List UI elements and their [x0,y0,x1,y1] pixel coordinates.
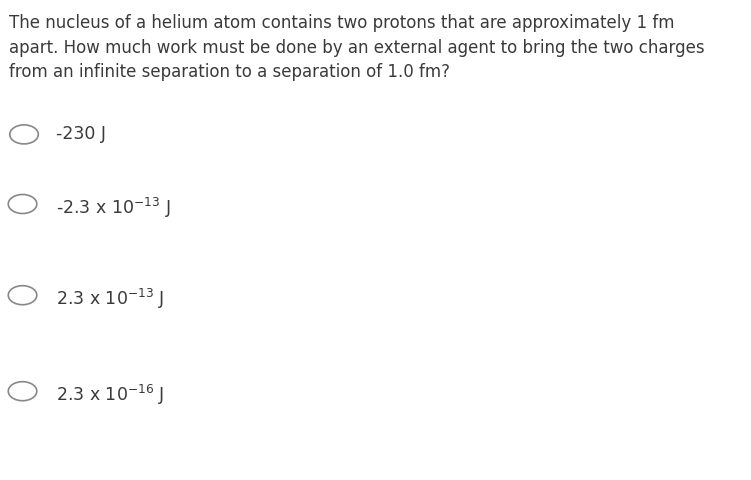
Text: -2.3 x 10$^{\mathregular{-13}}$ J: -2.3 x 10$^{\mathregular{-13}}$ J [56,196,171,220]
Text: 2.3 x 10$^{\mathregular{-16}}$ J: 2.3 x 10$^{\mathregular{-16}}$ J [56,383,164,407]
Text: 2.3 x 10$^{\mathregular{-13}}$ J: 2.3 x 10$^{\mathregular{-13}}$ J [56,287,164,311]
Text: The nucleus of a helium atom contains two protons that are approximately 1 fm
ap: The nucleus of a helium atom contains tw… [9,14,704,81]
Text: -230 J: -230 J [56,125,107,144]
